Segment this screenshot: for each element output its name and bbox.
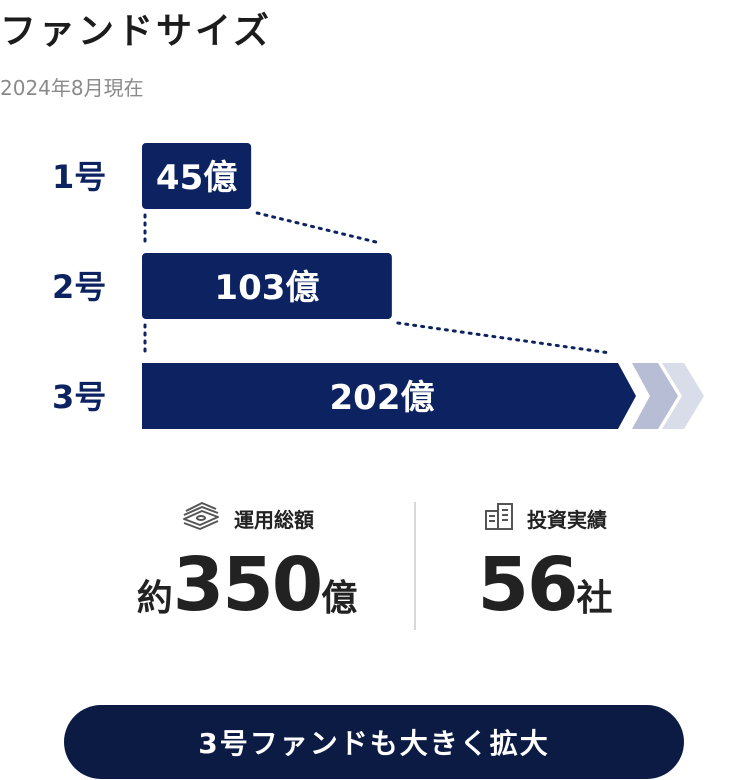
- row-label: 1号: [52, 158, 106, 196]
- investments-header: 投資実績: [380, 496, 710, 540]
- growth-chevron-outer: [662, 363, 704, 429]
- aum-number: 350: [172, 542, 323, 628]
- bar-value-label: 202億: [330, 378, 435, 418]
- row-label: 2号: [52, 268, 106, 306]
- bar-value-label: 45億: [156, 158, 237, 198]
- growth-chevron-inner: [632, 363, 678, 429]
- stats-divider: [414, 502, 416, 630]
- aum-header: 運用総額: [82, 496, 412, 540]
- investments-number: 56: [477, 542, 579, 628]
- investments-stat: 投資実績 56 社: [380, 496, 710, 622]
- as-of-date: 2024年8月現在: [0, 76, 144, 100]
- page-title: ファンドサイズ: [0, 11, 272, 52]
- aum-unit: 億: [321, 578, 358, 619]
- connector-dots-diagonal: [396, 321, 612, 355]
- bar: [142, 253, 392, 319]
- stats-panel: 運用総額 約 350 億: [0, 496, 748, 636]
- bar: [142, 363, 636, 429]
- building-icon: [483, 501, 515, 536]
- aum-label: 運用総額: [234, 507, 314, 532]
- investments-unit: 社: [576, 578, 613, 619]
- connector-dots-diagonal: [255, 211, 382, 245]
- investments-value: 56 社: [380, 548, 710, 622]
- expansion-banner-button[interactable]: 3号ファンドも大きく拡大: [64, 705, 684, 779]
- fund-size-chart: 1号 45億 2号 103億 3号 202億: [52, 143, 704, 429]
- investments-label: 投資実績: [527, 507, 607, 532]
- money-stack-icon: [180, 499, 222, 538]
- bar-value-label: 103億: [214, 268, 319, 308]
- bar: [142, 143, 252, 209]
- aum-value: 約 350 億: [82, 548, 412, 622]
- row-label: 3号: [52, 378, 106, 416]
- aum-prefix: 約: [136, 578, 173, 619]
- aum-stat: 運用総額 約 350 億: [82, 496, 412, 622]
